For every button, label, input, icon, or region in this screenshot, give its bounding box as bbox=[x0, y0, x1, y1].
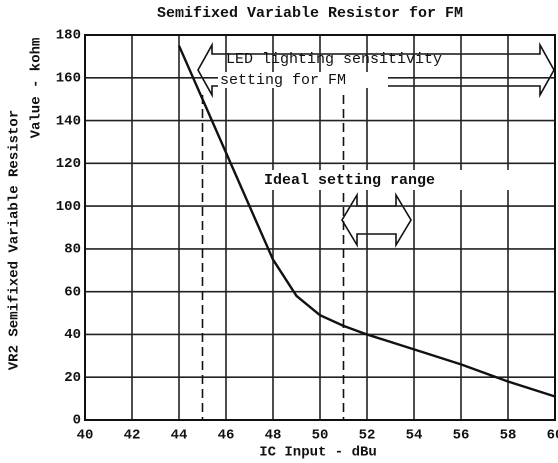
x-tick-label: 50 bbox=[312, 428, 329, 444]
x-tick-label: 46 bbox=[218, 428, 235, 444]
chart-title: Semifixed Variable Resistor for FM bbox=[157, 5, 463, 22]
y-tick-label: 180 bbox=[56, 28, 81, 44]
y-tick-label: 0 bbox=[73, 413, 81, 429]
annotation: setting for FM bbox=[220, 72, 346, 89]
x-tick-label: 60 bbox=[547, 428, 558, 444]
annotation: Ideal setting range bbox=[264, 172, 435, 189]
x-axis-label: IC Input - dBu bbox=[259, 445, 377, 461]
x-tick-label: 40 bbox=[77, 428, 94, 444]
x-tick-label: 48 bbox=[265, 428, 282, 444]
data-line bbox=[177, 45, 556, 398]
annotation-bg bbox=[218, 72, 388, 88]
y-tick-label: 20 bbox=[64, 370, 81, 386]
x-tick-label: 58 bbox=[500, 428, 517, 444]
y-tick-label: 120 bbox=[56, 156, 81, 172]
y-tick-label: 60 bbox=[64, 284, 81, 300]
range-arrow bbox=[341, 192, 412, 248]
x-tick-label: 52 bbox=[359, 428, 376, 444]
x-tick-label: 44 bbox=[171, 428, 188, 444]
y-tick-label: 160 bbox=[56, 70, 81, 86]
y-axis-label: VR2 Semifixed Variable Resistor bbox=[7, 110, 23, 370]
plot-frame bbox=[84, 34, 556, 421]
annotation-bg bbox=[258, 170, 548, 190]
y-tick-label: 140 bbox=[56, 113, 81, 129]
annotation: LED lighting sensitivity bbox=[226, 51, 442, 68]
x-tick-label: 54 bbox=[406, 428, 423, 444]
y-tick-label: 80 bbox=[64, 242, 81, 258]
x-tick-label: 42 bbox=[124, 428, 141, 444]
y-axis-label: Value - kohm bbox=[29, 38, 45, 139]
y-tick-label: 40 bbox=[64, 327, 81, 343]
y-tick-label: 100 bbox=[56, 199, 81, 215]
x-tick-label: 56 bbox=[453, 428, 470, 444]
